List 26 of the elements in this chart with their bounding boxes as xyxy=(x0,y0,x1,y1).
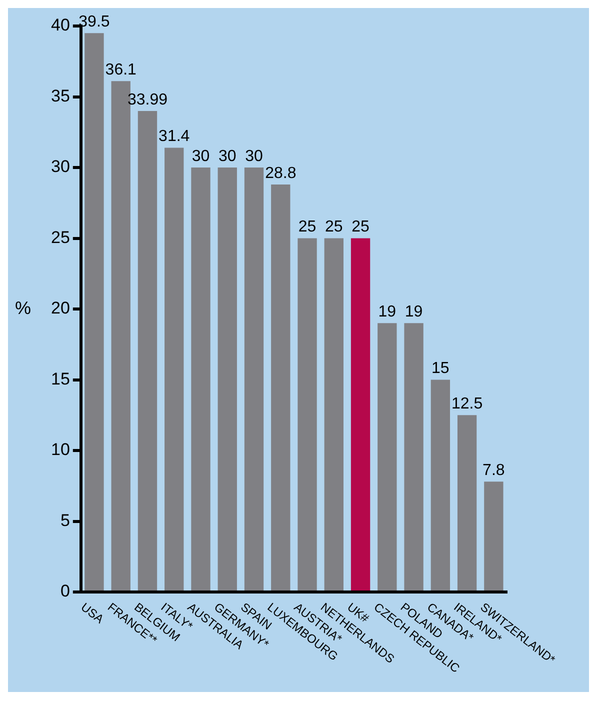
data-label: 30 xyxy=(218,148,236,165)
data-label: 30 xyxy=(245,148,264,165)
data-label: 19 xyxy=(404,304,423,321)
y-tick-label: 35 xyxy=(50,86,70,106)
y-tick-label: 5 xyxy=(60,510,70,530)
y-tick-label: 40 xyxy=(50,16,70,35)
data-label: 30 xyxy=(192,148,210,165)
data-label: 31.4 xyxy=(158,128,190,146)
data-label: 19 xyxy=(378,304,396,321)
data-label: 36.1 xyxy=(105,62,137,79)
y-axis-title: % xyxy=(14,298,32,318)
y-tick-label: 20 xyxy=(50,298,70,318)
data-label: 39.5 xyxy=(78,13,110,30)
y-tick-label: 0 xyxy=(60,582,70,601)
y-tick-label: 15 xyxy=(50,369,70,388)
data-label: 25 xyxy=(298,218,316,236)
data-label: 15 xyxy=(432,360,450,378)
data-label: 25 xyxy=(325,218,343,236)
data-label: 33.99 xyxy=(127,91,168,108)
y-tick-label: 10 xyxy=(50,440,70,460)
data-label: 25 xyxy=(352,218,370,236)
data-label: 7.8 xyxy=(482,462,505,480)
y-tick-label: 25 xyxy=(50,228,70,247)
data-label: 28.8 xyxy=(265,164,296,182)
y-tick-label: 30 xyxy=(50,157,70,176)
data-label: 12.5 xyxy=(451,396,483,413)
